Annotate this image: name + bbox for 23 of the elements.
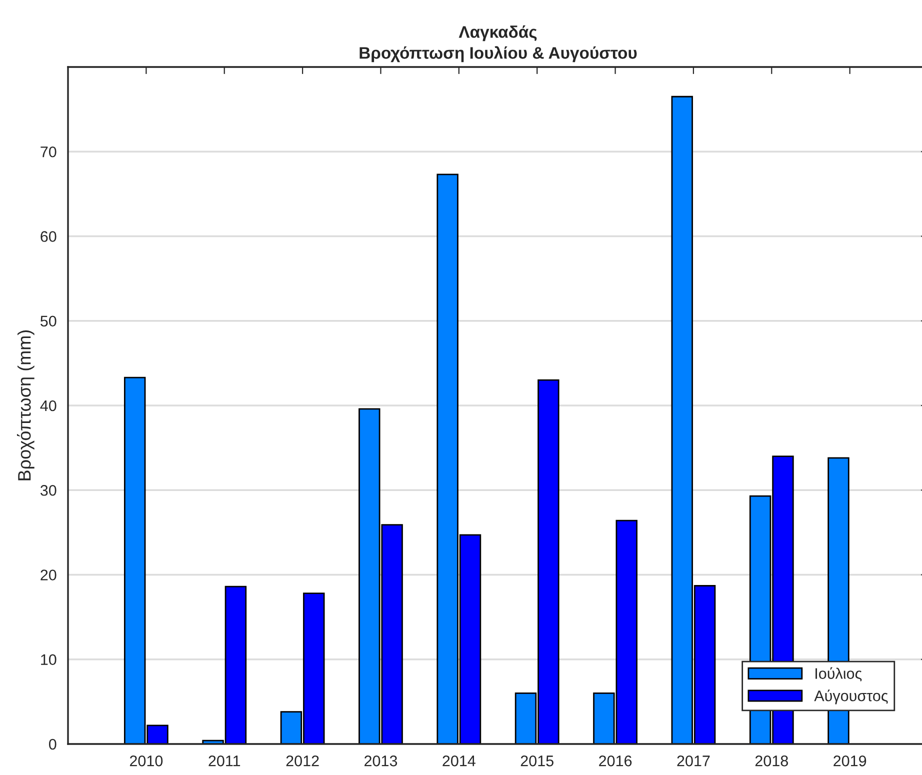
x-tick-label: 2013 — [364, 756, 398, 766]
y-tick-label: 0 — [48, 738, 56, 750]
y-tick-label: 50 — [40, 316, 56, 327]
chart-title: Λαγκαδάς — [458, 25, 537, 42]
y-tick-label: 30 — [40, 484, 56, 496]
y-tick-label: 60 — [40, 231, 56, 242]
y-tick-label: 20 — [40, 570, 56, 580]
chart-subtitle: Βροχόπτωση Ιουλίου & Αυγούστου — [360, 46, 637, 62]
x-tick-label: 2019 — [834, 756, 866, 766]
y-axis-title: Βροχόπτωση (mm) — [16, 330, 34, 480]
y-tick-label: 40 — [40, 400, 56, 412]
x-tick-label: 2017 — [677, 756, 710, 766]
x-tick-label: 2011 — [208, 756, 240, 766]
legend-label: Αύγουστος — [814, 690, 888, 704]
y-tick-label: 70 — [40, 146, 56, 158]
x-tick-label: 2015 — [520, 756, 554, 766]
x-tick-label: 2012 — [286, 756, 319, 766]
y-tick-label: 10 — [41, 654, 56, 666]
x-tick-label: 2010 — [130, 756, 163, 766]
x-tick-label: 2014 — [442, 756, 476, 766]
x-tick-label: 2018 — [755, 756, 788, 766]
x-tick-label: 2016 — [599, 756, 632, 766]
legend-label: Ιούλιος — [816, 667, 862, 682]
